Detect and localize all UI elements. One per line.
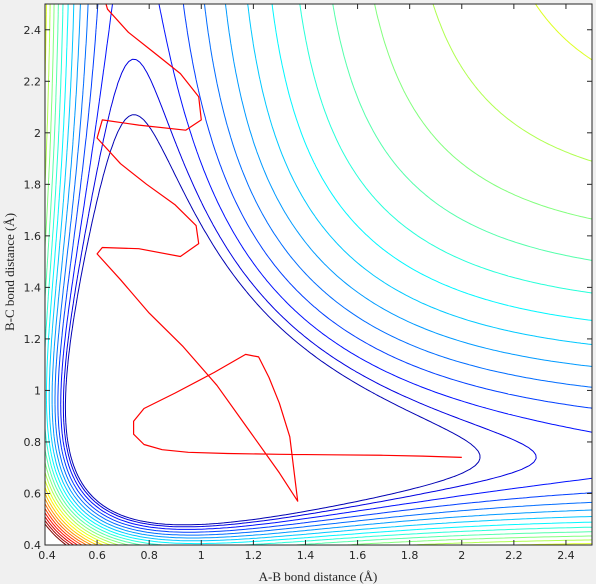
x-tick-label: 2.2 [505, 549, 523, 562]
contour-level [45, 487, 104, 545]
contour-level [45, 4, 592, 545]
contour-level [45, 493, 98, 545]
contour-level [54, 4, 592, 536]
x-tick-label: 1.6 [349, 549, 367, 562]
plot-area [45, 4, 592, 545]
y-tick-label: 2 [34, 127, 41, 140]
x-tick-label: 0.6 [88, 549, 106, 562]
y-axis-ticks: 0.4 0.6 0.8 1 1.2 1.4 1.6 1.8 2 2.2 2.4 [24, 24, 592, 552]
contour-level [45, 523, 67, 545]
x-tick-label: 2 [458, 549, 465, 562]
contour-level [45, 4, 592, 545]
contour-level [57, 4, 592, 533]
x-tick-label: 2.4 [557, 549, 575, 562]
y-tick-label: 1.4 [24, 281, 42, 294]
x-tick-label: 1.2 [245, 549, 263, 562]
contour-level [45, 4, 592, 545]
y-tick-label: 0.4 [24, 539, 42, 552]
contour-level [45, 520, 71, 545]
contour-level [45, 4, 592, 545]
contour-level [45, 498, 92, 545]
x-tick-label: 1.4 [297, 549, 315, 562]
x-axis-label: A-B bond distance (Å) [259, 569, 378, 584]
trajectory-line [96, 4, 462, 502]
y-tick-label: 0.8 [24, 436, 42, 449]
contour-level [51, 4, 592, 539]
contour-level [45, 512, 78, 545]
contour-level [60, 4, 592, 530]
x-tick-label: 0.8 [140, 549, 158, 562]
trajectory-group [96, 4, 462, 502]
contour-level [64, 114, 481, 526]
x-tick-label: 1.8 [401, 549, 419, 562]
plot-border [44, 3, 593, 546]
y-tick-label: 2.4 [24, 24, 42, 37]
y-tick-label: 1.8 [24, 178, 42, 191]
y-tick-label: 1 [34, 384, 41, 397]
y-axis-label: B-C bond distance (Å) [2, 213, 17, 331]
x-axis-ticks: 0.4 0.6 0.8 1 1.2 1.4 1.6 1.8 2 2.2 2.4 [38, 4, 575, 562]
contour-level [48, 4, 592, 542]
contour-level [45, 4, 592, 545]
y-tick-label: 1.2 [24, 333, 42, 346]
contour-level [62, 58, 537, 528]
x-tick-label: 0.4 [38, 549, 56, 562]
y-tick-label: 1.6 [24, 230, 42, 243]
y-tick-label: 2.2 [24, 75, 42, 88]
y-tick-label: 0.6 [24, 487, 42, 500]
x-tick-label: 1 [198, 549, 205, 562]
contour-level [45, 516, 74, 545]
